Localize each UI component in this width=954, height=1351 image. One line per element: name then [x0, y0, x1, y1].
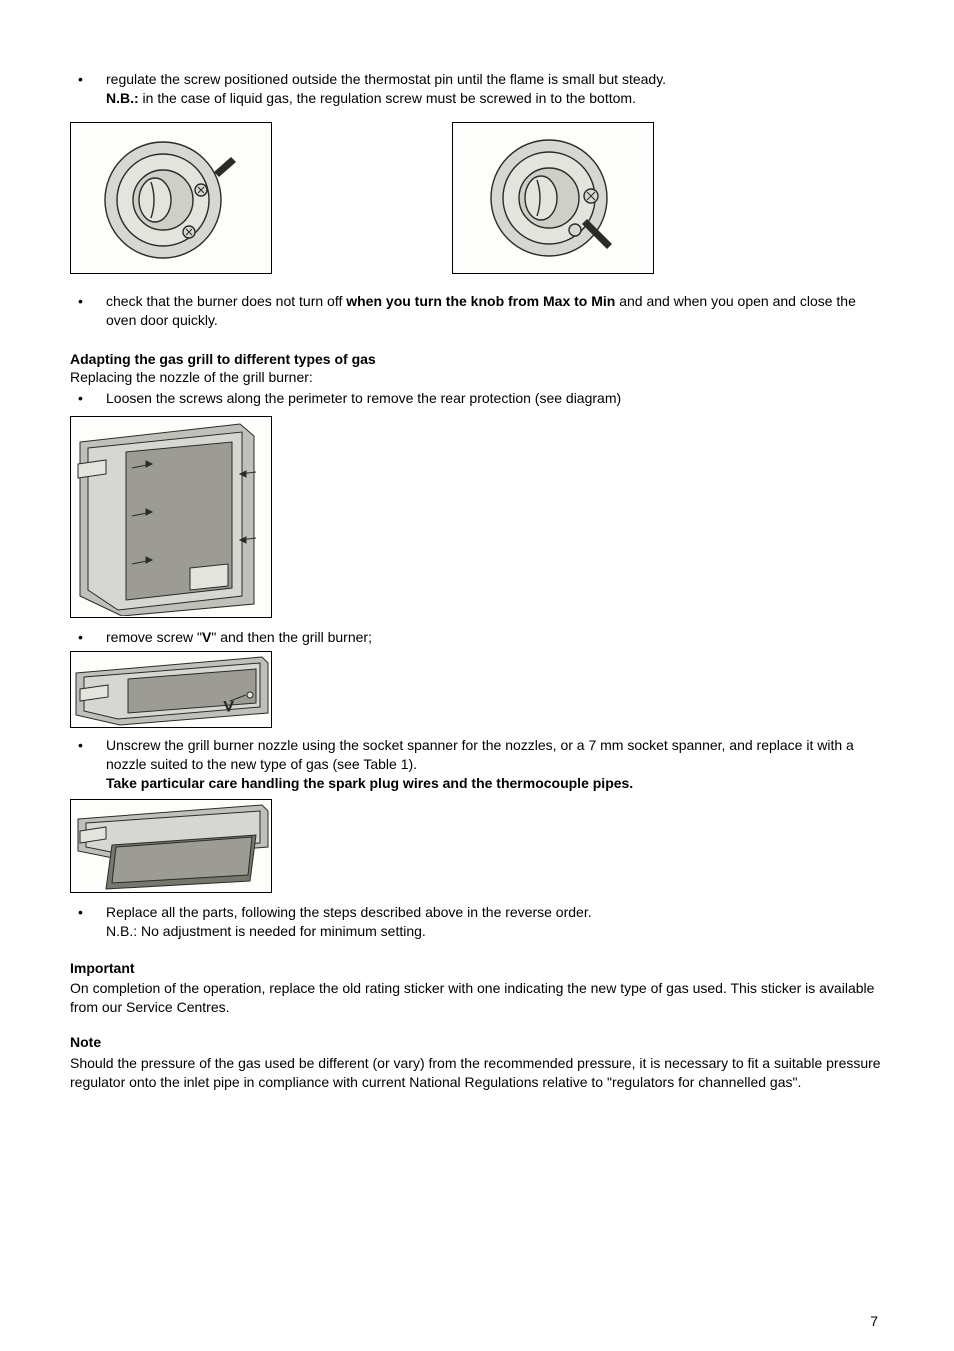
figure-v-screw: V	[70, 651, 272, 728]
bullet-regulate: • regulate the screw positioned outside …	[70, 70, 884, 108]
text: regulate the screw positioned outside th…	[106, 71, 666, 87]
bullet-body: check that the burner does not turn off …	[106, 292, 884, 330]
nb-label: N.B.:	[106, 90, 139, 106]
bullet-body: regulate the screw positioned outside th…	[106, 70, 884, 108]
bullet-mark: •	[70, 903, 106, 941]
bullet-body: Unscrew the grill burner nozzle using th…	[106, 736, 884, 793]
bullet-remove-v: • remove screw "V" and then the grill bu…	[70, 628, 884, 647]
figure-plate-lowered	[70, 799, 272, 893]
text: in the case of liquid gas, the regulatio…	[139, 90, 636, 106]
text: N.B.: No adjustment is needed for minimu…	[106, 923, 426, 939]
text-v: V	[202, 629, 211, 645]
bullet-unscrew: • Unscrew the grill burner nozzle using …	[70, 736, 884, 793]
knob-figures-row	[70, 122, 884, 274]
note-body: Should the pressure of the gas used be d…	[70, 1054, 884, 1092]
text: check that the burner does not turn off	[106, 293, 346, 309]
note-title: Note	[70, 1033, 884, 1052]
text: Loosen the screws along the perimeter to…	[106, 390, 621, 406]
text-bold: Take particular care handling the spark …	[106, 775, 633, 791]
bullet-body: Replace all the parts, following the ste…	[106, 903, 884, 941]
figure-back-panel	[70, 416, 272, 618]
bullet-mark: •	[70, 628, 106, 647]
text-bold: when you turn the knob from Max to Min	[346, 293, 615, 309]
subheading-replacing: Replacing the nozzle of the grill burner…	[70, 368, 884, 387]
text: Unscrew the grill burner nozzle using th…	[106, 737, 854, 772]
important-body: On completion of the operation, replace …	[70, 979, 884, 1017]
section-title-adapting: Adapting the gas grill to different type…	[70, 350, 884, 369]
figure-knob-left	[70, 122, 272, 274]
text: " and then the grill burner;	[211, 629, 372, 645]
page-number: 7	[870, 1312, 878, 1331]
bullet-mark: •	[70, 389, 106, 408]
bullet-mark: •	[70, 736, 106, 793]
text: remove screw "	[106, 629, 202, 645]
bullet-body: Loosen the screws along the perimeter to…	[106, 389, 884, 408]
bullet-loosen: • Loosen the screws along the perimeter …	[70, 389, 884, 408]
important-title: Important	[70, 959, 884, 978]
bullet-mark: •	[70, 70, 106, 108]
bullet-mark: •	[70, 292, 106, 330]
bullet-body: remove screw "V" and then the grill burn…	[106, 628, 884, 647]
text: Replace all the parts, following the ste…	[106, 904, 592, 920]
bullet-replace: • Replace all the parts, following the s…	[70, 903, 884, 941]
bullet-check-burner: • check that the burner does not turn of…	[70, 292, 884, 330]
figure-knob-right	[452, 122, 654, 274]
